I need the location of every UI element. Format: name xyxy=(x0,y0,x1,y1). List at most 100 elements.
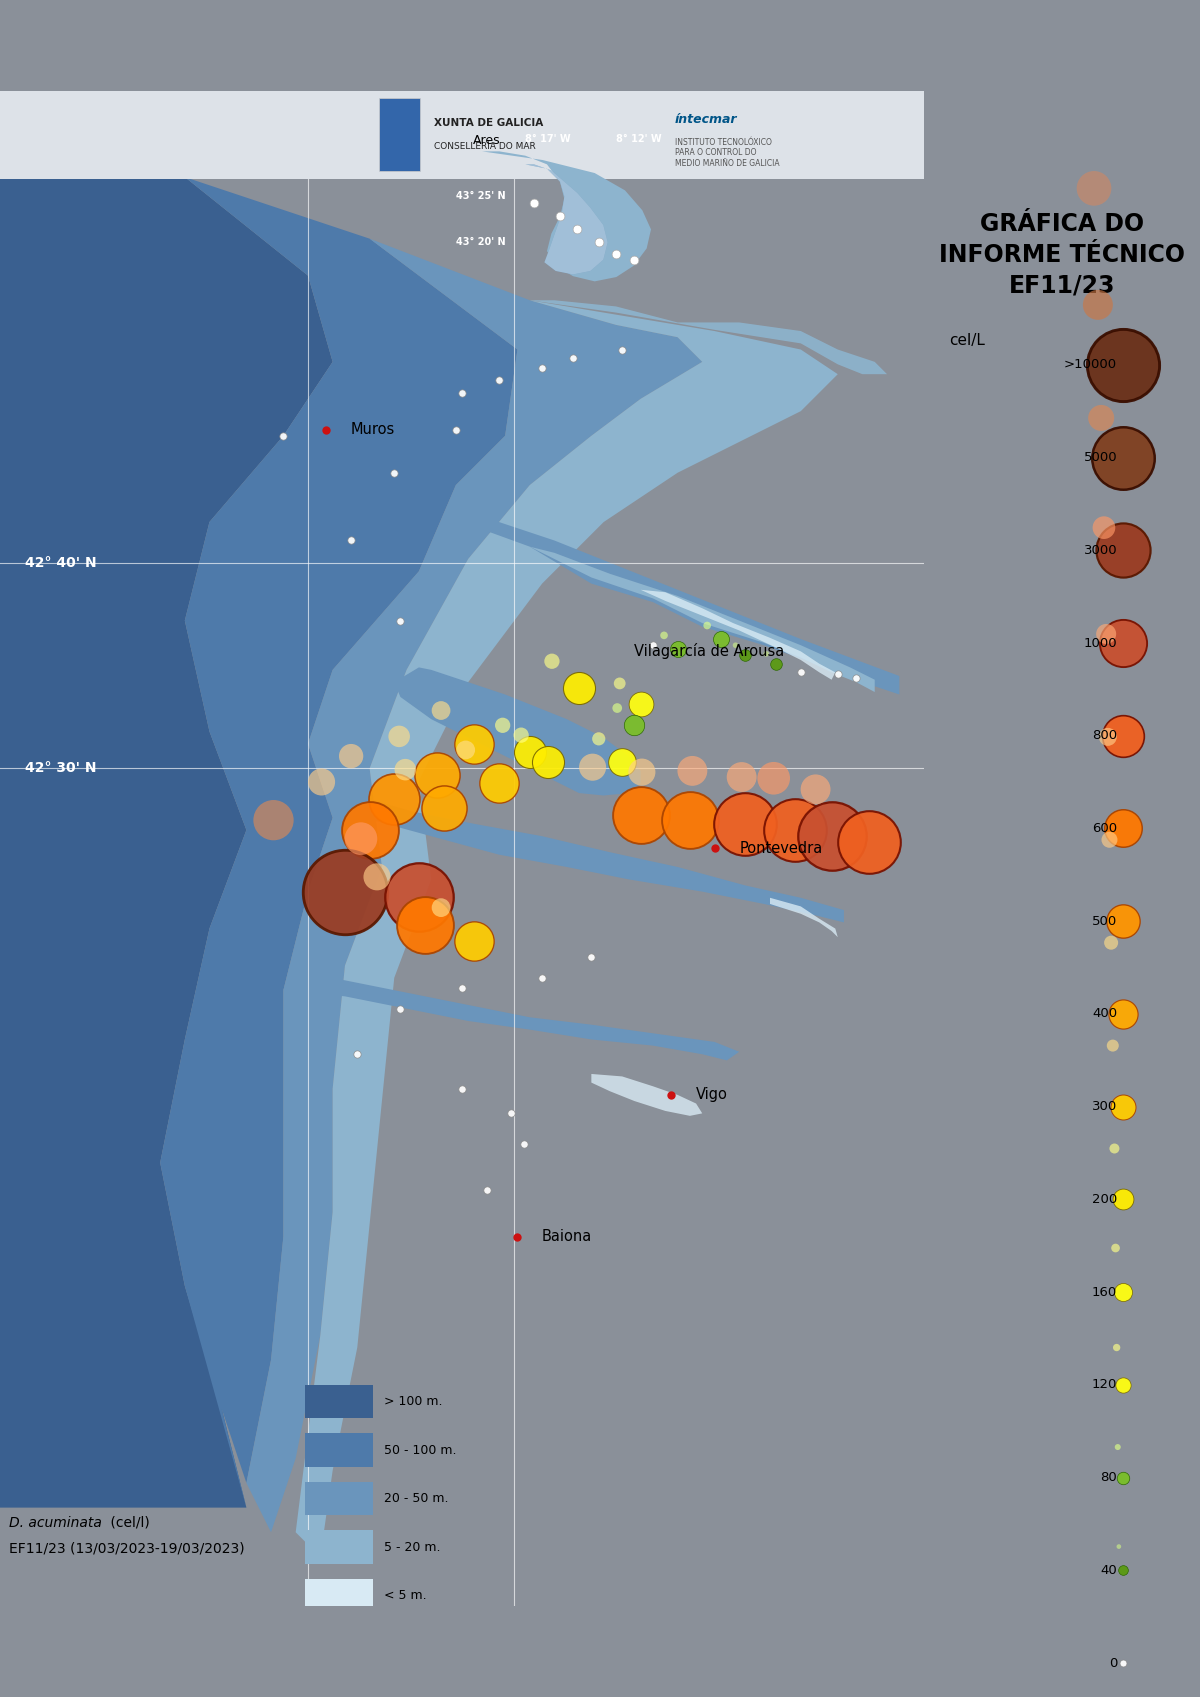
Point xyxy=(524,190,544,217)
Text: 3000: 3000 xyxy=(1084,543,1117,557)
Polygon shape xyxy=(283,972,739,1061)
Point xyxy=(612,748,631,776)
Point xyxy=(736,809,755,837)
Point xyxy=(712,626,731,653)
Point xyxy=(631,801,650,828)
Text: 120: 120 xyxy=(1092,1378,1117,1392)
Point xyxy=(360,816,379,843)
Point xyxy=(464,927,484,954)
Bar xyxy=(379,98,420,171)
Point xyxy=(568,216,587,243)
Text: 5000: 5000 xyxy=(1084,451,1117,463)
Point xyxy=(764,765,784,792)
Point xyxy=(680,806,700,833)
Text: 5 - 20 m.: 5 - 20 m. xyxy=(384,1541,440,1553)
Point xyxy=(612,336,631,363)
Point xyxy=(1114,723,1133,750)
Text: XUNTA DE GALICIA: XUNTA DE GALICIA xyxy=(434,117,544,127)
Point xyxy=(1114,815,1133,842)
Polygon shape xyxy=(482,151,652,282)
Point xyxy=(409,882,428,910)
Bar xyxy=(305,1434,373,1466)
Point xyxy=(791,658,810,686)
Point xyxy=(583,753,602,781)
Text: Vigo: Vigo xyxy=(696,1088,728,1103)
Point xyxy=(434,794,454,821)
Point xyxy=(478,1176,497,1203)
Point xyxy=(1114,536,1133,563)
Polygon shape xyxy=(641,591,835,680)
Point xyxy=(610,670,629,697)
Text: Pontevedra: Pontevedra xyxy=(739,842,822,855)
Point xyxy=(264,806,283,833)
Point xyxy=(464,730,484,757)
Point xyxy=(624,246,643,273)
Text: 43° 25' N: 43° 25' N xyxy=(456,192,505,202)
Point xyxy=(490,367,509,394)
Point xyxy=(335,877,354,905)
Point xyxy=(1106,1234,1126,1261)
Point xyxy=(1092,404,1111,431)
Point xyxy=(668,635,688,662)
Text: Ares: Ares xyxy=(473,134,500,148)
Text: 200: 200 xyxy=(1092,1193,1117,1207)
Text: CONSELLERÍA DO MAR: CONSELLERÍA DO MAR xyxy=(434,143,536,151)
Point xyxy=(1103,1032,1122,1059)
Point xyxy=(396,757,415,784)
Text: < 5 m.: < 5 m. xyxy=(384,1588,427,1602)
Point xyxy=(1114,1465,1133,1492)
Point xyxy=(533,964,552,991)
Point xyxy=(1114,1278,1133,1305)
Point xyxy=(385,786,404,813)
Point xyxy=(432,697,451,725)
Polygon shape xyxy=(160,176,517,1507)
Point xyxy=(563,344,582,372)
Text: 400: 400 xyxy=(1092,1008,1117,1020)
Point xyxy=(859,828,878,855)
Polygon shape xyxy=(395,667,641,796)
Text: 9° 00' W: 9° 00' W xyxy=(275,105,341,119)
Point xyxy=(452,1076,472,1103)
Point xyxy=(542,648,562,675)
Point xyxy=(391,994,410,1022)
Polygon shape xyxy=(529,300,887,373)
Point xyxy=(1114,445,1133,472)
Point xyxy=(654,621,673,648)
Text: 0: 0 xyxy=(1109,1656,1117,1670)
Point xyxy=(1094,514,1114,541)
Point xyxy=(736,641,755,669)
Text: 20 - 50 m.: 20 - 50 m. xyxy=(384,1492,449,1505)
Text: 8° 50' W: 8° 50' W xyxy=(481,105,546,119)
Point xyxy=(511,721,530,748)
Bar xyxy=(305,1385,373,1419)
Point xyxy=(732,764,751,791)
Point xyxy=(785,816,804,843)
Text: 800: 800 xyxy=(1092,730,1117,742)
Point xyxy=(415,911,434,938)
Text: 40: 40 xyxy=(1100,1565,1117,1577)
Point xyxy=(539,748,558,776)
Point xyxy=(312,769,331,796)
Point xyxy=(757,640,776,667)
Text: 42° 30' N: 42° 30' N xyxy=(25,762,96,776)
Point xyxy=(643,631,662,658)
Polygon shape xyxy=(462,523,899,694)
Point xyxy=(1105,1135,1124,1162)
Point xyxy=(390,723,409,750)
Polygon shape xyxy=(592,1074,702,1117)
Point xyxy=(342,528,361,555)
Polygon shape xyxy=(0,92,332,1507)
Point xyxy=(1088,292,1108,319)
Text: 300: 300 xyxy=(1092,1100,1117,1113)
Point xyxy=(1108,1334,1127,1361)
Point xyxy=(1114,1556,1133,1583)
Point xyxy=(697,613,716,640)
Polygon shape xyxy=(246,239,702,1532)
Polygon shape xyxy=(529,546,875,692)
Point xyxy=(490,770,509,798)
Point xyxy=(1114,351,1133,378)
Point xyxy=(1114,1093,1133,1120)
Point xyxy=(1114,1649,1133,1677)
Point xyxy=(493,711,512,738)
Text: 8° 17' W: 8° 17' W xyxy=(526,134,571,144)
